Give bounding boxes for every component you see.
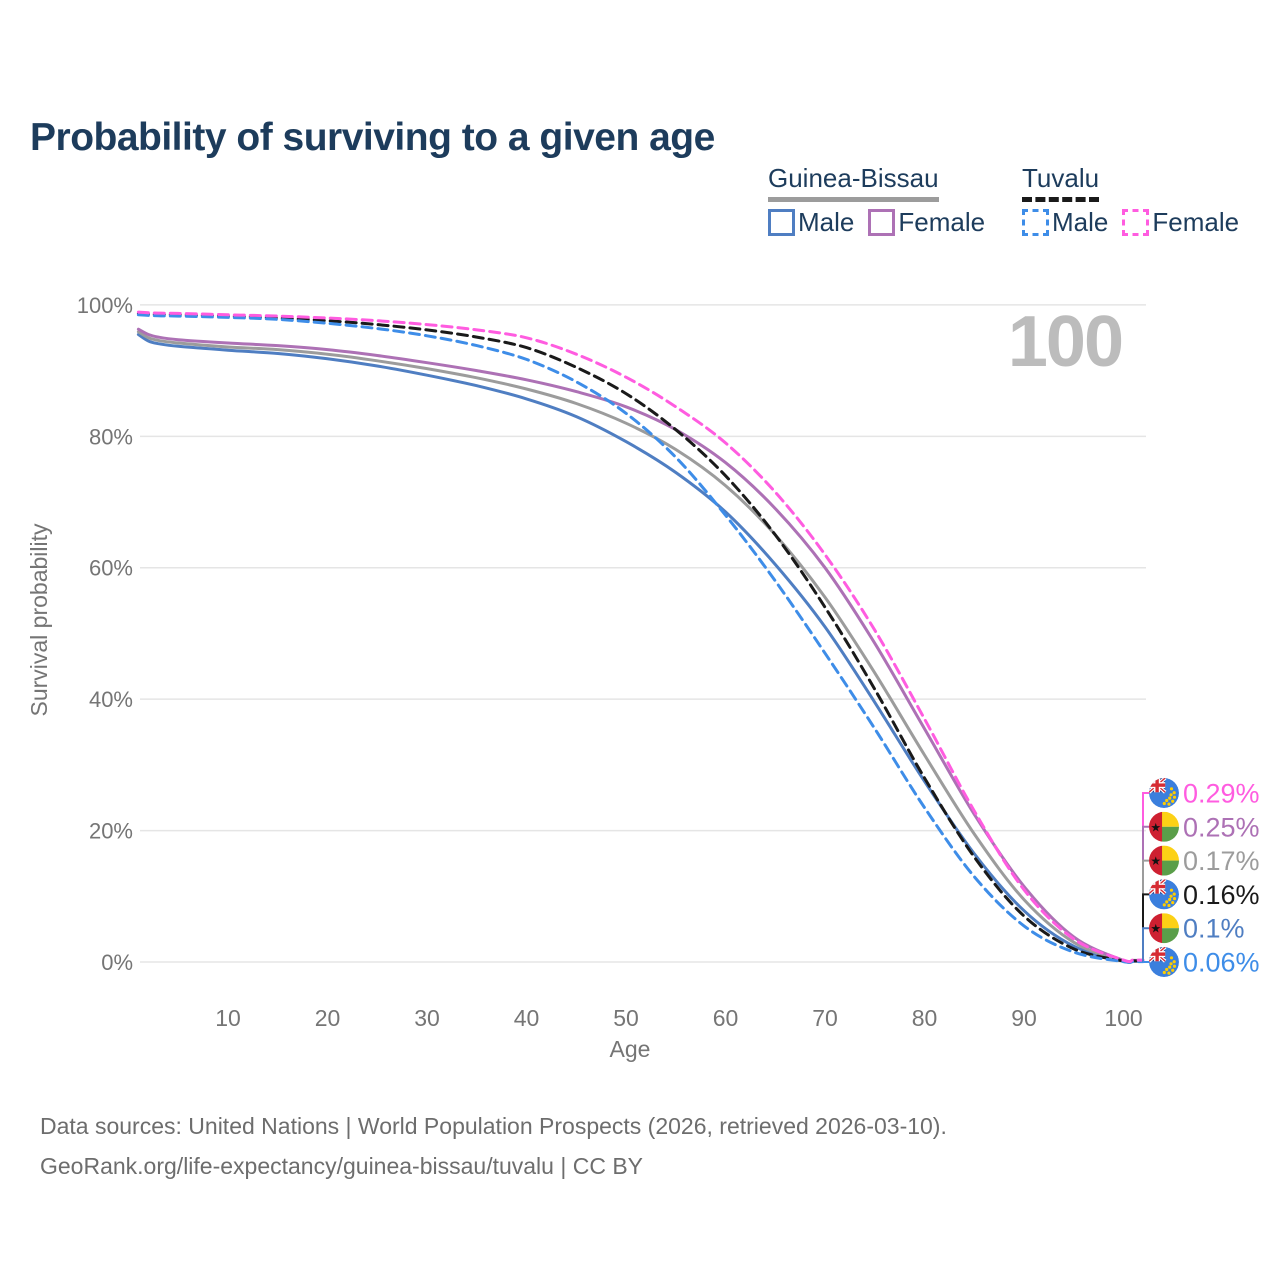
flag-icon-tuvalu (1149, 947, 1179, 977)
svg-text:★: ★ (1150, 820, 1161, 834)
y-tick-label: 100% (77, 293, 133, 318)
x-tick-label: 10 (215, 1005, 241, 1031)
series-line-guinea-bissau-male[interactable] (136, 333, 1145, 964)
x-tick-label: 20 (315, 1005, 341, 1031)
watermark-age-100: 100 (1008, 302, 1122, 382)
legend-swatch-dashed-male (1022, 209, 1049, 236)
series-line-tuvalu-both-sexes[interactable] (136, 311, 1145, 964)
legend-item-label: Female (898, 207, 986, 237)
flag-icon-guinea-bissau: ★ (1149, 913, 1179, 944)
y-tick-label: 0% (101, 950, 133, 975)
x-tick-label: 90 (1011, 1005, 1037, 1031)
page-title: Probability of surviving to a given age (30, 116, 715, 160)
end-label-connector-guinea-bissau-male (1142, 927, 1149, 962)
x-tick-label: 100 (1104, 1005, 1142, 1031)
x-tick-label: 30 (414, 1005, 440, 1031)
legend-item-label: Male (798, 207, 855, 237)
flag-icon-tuvalu (1149, 778, 1179, 808)
legend-item-tuvalu-female[interactable]: Female (1122, 209, 1239, 236)
end-label-value-tuvalu-female: 0.29% (1183, 779, 1260, 809)
legend-item-guinea-bissau-male[interactable]: Male (768, 209, 854, 236)
source-url-note: GeoRank.org/life-expectancy/guinea-bissa… (40, 1153, 644, 1179)
y-tick-label: 40% (89, 687, 133, 712)
legend-swatch-solid-male (768, 209, 795, 236)
legend-item-guinea-bissau-female[interactable]: Female (868, 209, 985, 236)
x-tick-label: 80 (912, 1005, 938, 1031)
legend-group-guinea-bissau: Guinea-Bissau Male Female (768, 163, 999, 236)
y-tick-label: 80% (89, 424, 133, 449)
svg-text:★: ★ (1150, 854, 1161, 868)
end-label-value-guinea-bissau-both-sexes: 0.17% (1183, 846, 1260, 876)
flag-icon-tuvalu (1149, 879, 1179, 910)
data-sources-note: Data sources: United Nations | World Pop… (40, 1113, 947, 1139)
end-label-value-guinea-bissau-male: 0.1% (1183, 914, 1245, 944)
end-label-value-tuvalu-male: 0.06% (1183, 948, 1260, 978)
series-line-tuvalu-female[interactable] (136, 310, 1145, 964)
legend-swatch-dashed-female (1122, 209, 1150, 236)
x-tick-label: 50 (613, 1005, 639, 1031)
legend-header-guinea-bissau[interactable]: Guinea-Bissau (768, 163, 939, 202)
end-label-value-guinea-bissau-female: 0.25% (1183, 812, 1260, 842)
footer: Data sources: United Nations | World Pop… (40, 1106, 947, 1186)
x-tick-label: 40 (514, 1005, 540, 1031)
y-axis-title: Survival probability (26, 523, 52, 717)
legend-item-label: Male (1052, 207, 1109, 237)
y-tick-label: 60% (89, 556, 133, 581)
svg-text:★: ★ (1150, 922, 1161, 936)
x-tick-label: 60 (713, 1005, 739, 1031)
legend-item-label: Female (1152, 207, 1240, 237)
legend-item-tuvalu-male[interactable]: Male (1022, 209, 1108, 236)
legend-group-tuvalu: Tuvalu Male Female (1022, 163, 1253, 236)
y-tick-label: 20% (89, 819, 133, 844)
series-line-guinea-bissau-both-sexes[interactable] (136, 330, 1145, 964)
end-label-value-tuvalu-both-sexes: 0.16% (1183, 880, 1260, 910)
series-line-tuvalu-male[interactable] (136, 313, 1145, 964)
x-axis-title: Age (610, 1036, 651, 1062)
x-tick-label: 70 (812, 1005, 838, 1031)
legend-header-tuvalu[interactable]: Tuvalu (1022, 163, 1100, 202)
flag-icon-guinea-bissau: ★ (1149, 845, 1179, 876)
legend-swatch-solid-female (868, 209, 896, 236)
flag-icon-guinea-bissau: ★ (1149, 811, 1179, 842)
series-line-guinea-bissau-female[interactable] (136, 327, 1145, 964)
